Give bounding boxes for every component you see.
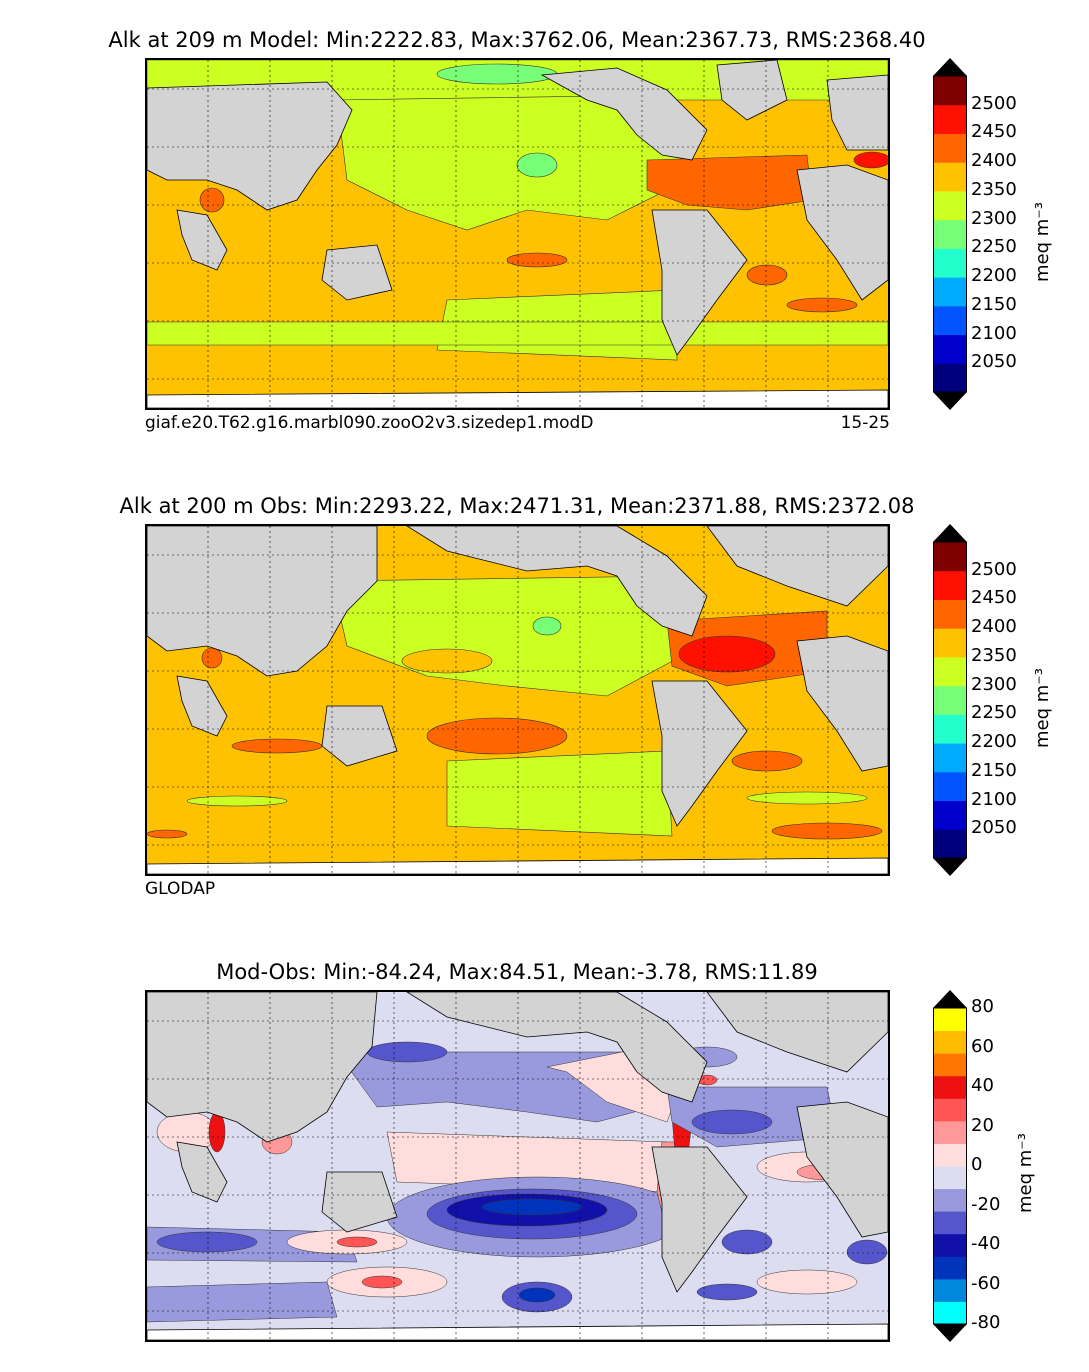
panel2-map-svg: [147, 526, 888, 874]
panel1-colorbar: [933, 58, 967, 410]
land-masses: [147, 60, 888, 356]
colorbar-tick-label: 2400: [971, 150, 1017, 172]
colorbar-tick-label: 2100: [971, 788, 1017, 810]
colorbar-swatch: [933, 656, 967, 687]
panel3-title: Mod-Obs: Min:-84.24, Max:84.51, Mean:-3.…: [216, 960, 818, 984]
colorbar-swatch: [933, 190, 967, 221]
colorbar-tick-label: -20: [971, 1193, 1001, 1215]
colorbar-tick-label: 20: [971, 1114, 994, 1136]
colorbar-tick-label: 2200: [971, 731, 1017, 753]
colorbar-tick-label: -40: [971, 1233, 1001, 1254]
panel2-colorbar-svg: [933, 524, 967, 876]
colorbar-tick-label: 2250: [971, 236, 1017, 258]
colorbar-swatch: [933, 1098, 967, 1122]
colorbar-tick-label: 2050: [971, 351, 1017, 373]
colorbar-tick-label: 0: [971, 1154, 983, 1175]
colorbar-swatch: [933, 829, 967, 859]
colorbar-tick-label: 40: [971, 1075, 994, 1096]
colorbar-swatch: [933, 104, 967, 134]
colorbar-swatch: [933, 1233, 967, 1257]
colorbar-tick-label: 2300: [971, 207, 1017, 229]
colorbar-swatch: [933, 1256, 967, 1280]
panel3-colorbar-unit: meq m⁻³: [1015, 1132, 1036, 1213]
colorbar-tick-label: 2250: [971, 702, 1017, 724]
colorbar-under-arrow: [933, 1324, 967, 1342]
colorbar-swatch: [933, 771, 967, 802]
colorbar-swatch: [933, 1211, 967, 1235]
colorbar-tick-label: 2500: [971, 92, 1017, 114]
colorbar-tick-label: -60: [971, 1272, 1001, 1294]
colorbar-swatch: [933, 570, 967, 600]
panel1-years: 15-25: [840, 413, 890, 433]
colorbar-over-arrow: [933, 524, 967, 542]
colorbar-swatch: [933, 714, 967, 744]
colorbar-swatch: [933, 334, 967, 364]
panel1-map: [145, 58, 890, 410]
colorbar-swatch: [933, 1053, 967, 1077]
colorbar-swatch: [933, 305, 967, 336]
panel3-map-svg: [147, 992, 888, 1340]
colorbar-over-arrow: [933, 990, 967, 1008]
colorbar-swatch: [933, 133, 967, 163]
colorbar-tick-label: 2200: [971, 265, 1017, 287]
colorbar-tick-label: 2150: [971, 759, 1017, 781]
panel2-colorbar: [933, 524, 967, 876]
panel2-colorbar-unit: meq m⁻³: [1032, 667, 1053, 748]
panel1-case-name: giaf.e20.T62.g16.marbl090.zooO2v3.sizede…: [145, 413, 594, 433]
panel2-map: [145, 524, 890, 876]
colorbar-tick-label: 2450: [971, 587, 1017, 609]
colorbar-tick-label: 2350: [971, 178, 1017, 200]
panel2-source: GLODAP: [145, 879, 216, 899]
colorbar-swatch: [933, 248, 967, 278]
colorbar-tick-label: 2150: [971, 293, 1017, 315]
panel2-title: Alk at 200 m Obs: Min:2293.22, Max:2471.…: [119, 494, 915, 518]
panel1-colorbar-svg: [933, 58, 967, 410]
colorbar-under-arrow: [933, 858, 967, 876]
panel3-colorbar-svg: [933, 990, 967, 1342]
colorbar-swatch: [933, 1075, 967, 1099]
panel1-colorbar-unit: meq m⁻³: [1032, 201, 1053, 282]
colorbar-swatch: [933, 363, 967, 393]
colorbar-frame: [933, 75, 967, 393]
colorbar-tick-label: 2300: [971, 673, 1017, 695]
colorbar-swatch: [933, 685, 967, 715]
panel3-map: [145, 990, 890, 1342]
colorbar-swatch: [933, 277, 967, 307]
colorbar-under-arrow: [933, 392, 967, 410]
colorbar-swatch: [933, 219, 967, 249]
colorbar-tick-label: 2450: [971, 121, 1017, 143]
colorbar-tick-label: 2050: [971, 817, 1017, 839]
colorbar-swatch: [933, 628, 967, 658]
panel1-title: Alk at 209 m Model: Min:2222.83, Max:376…: [108, 28, 926, 52]
colorbar-tick-label: -80: [971, 1312, 1001, 1333]
colorbar-swatch: [933, 1143, 967, 1167]
colorbar-frame: [933, 541, 967, 859]
colorbar-tick-label: 2500: [971, 558, 1017, 580]
colorbar-swatch: [933, 1166, 967, 1190]
colorbar-swatch: [933, 599, 967, 629]
colorbar-swatch: [933, 1301, 967, 1325]
colorbar-swatch: [933, 1278, 967, 1302]
colorbar-swatch: [933, 542, 967, 572]
panel1-map-svg: [147, 60, 888, 408]
colorbar-over-arrow: [933, 58, 967, 76]
colorbar-tick-label: 2350: [971, 644, 1017, 666]
colorbar-tick-label: 2100: [971, 322, 1017, 344]
colorbar-tick-label: 60: [971, 1035, 994, 1057]
colorbar-swatch: [933, 743, 967, 773]
colorbar-frame: [933, 1007, 967, 1325]
colorbar-swatch: [933, 162, 967, 192]
graticule: [147, 60, 888, 408]
colorbar-swatch: [933, 800, 967, 830]
colorbar-swatch: [933, 76, 967, 106]
colorbar-swatch: [933, 1188, 967, 1212]
panel3-colorbar: [933, 990, 967, 1342]
colorbar-tick-label: 2400: [971, 616, 1017, 638]
colorbar-swatch: [933, 1008, 967, 1032]
colorbar-swatch: [933, 1120, 967, 1144]
colorbar-swatch: [933, 1030, 967, 1054]
colorbar-tick-label: 80: [971, 996, 994, 1017]
